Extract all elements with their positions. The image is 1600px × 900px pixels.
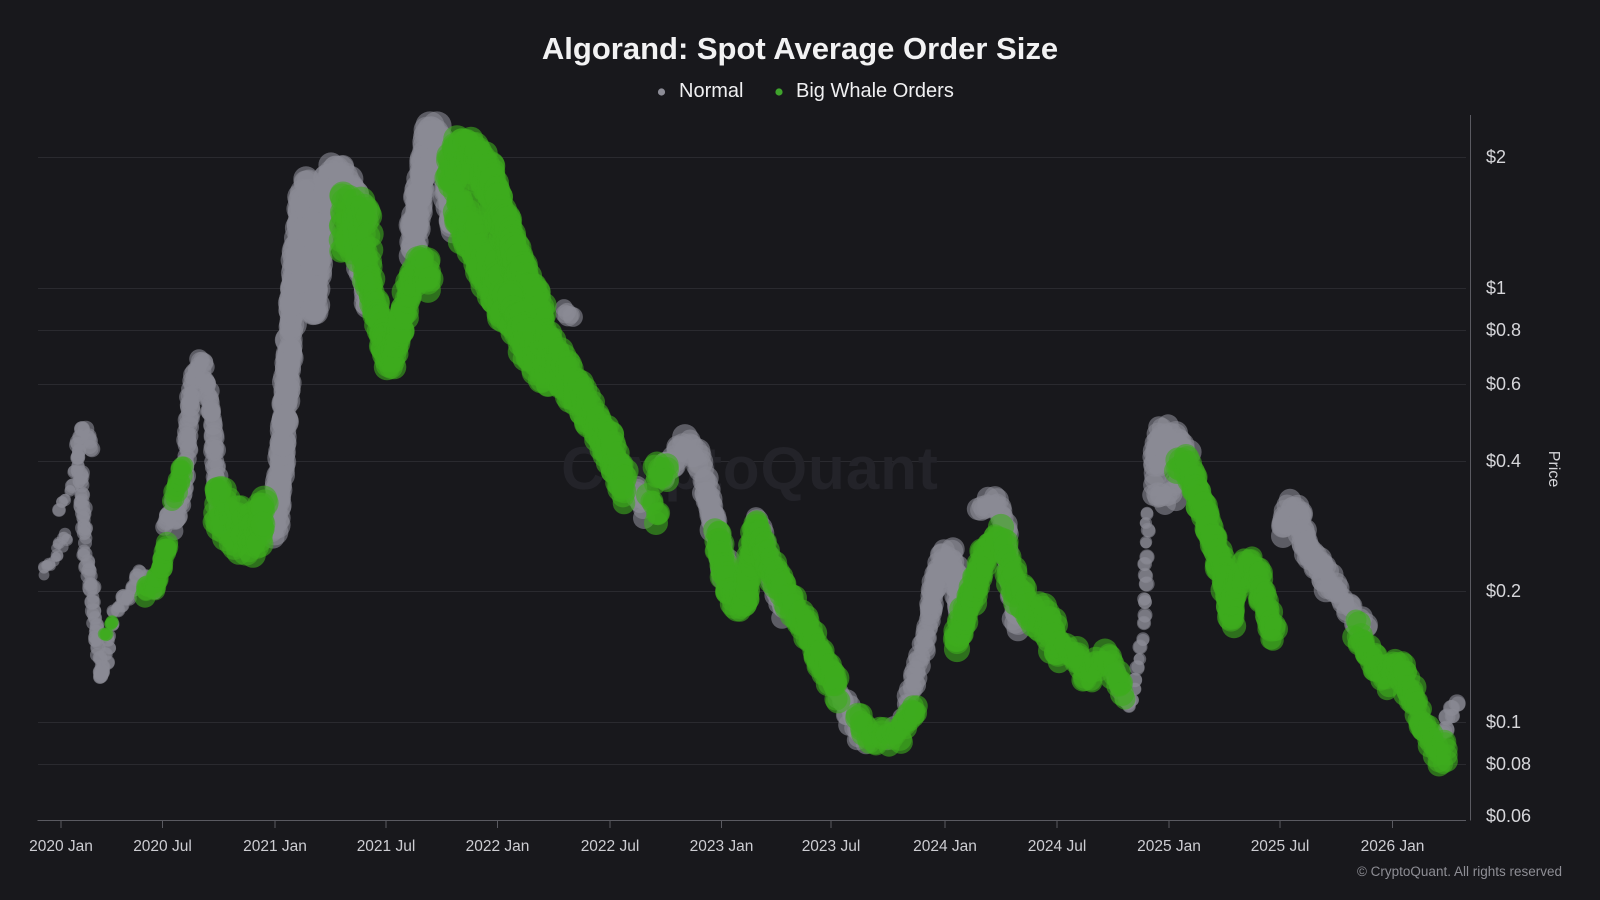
svg-text:2023 Jul: 2023 Jul [802, 838, 861, 855]
svg-text:Price: Price [1545, 451, 1562, 488]
svg-text:2022 Jul: 2022 Jul [581, 838, 640, 855]
svg-text:$0.1: $0.1 [1486, 712, 1521, 732]
svg-text:$0.06: $0.06 [1486, 806, 1531, 826]
svg-text:© CryptoQuant. All rights rese: © CryptoQuant. All rights reserved [1357, 864, 1562, 879]
svg-text:Normal: Normal [679, 80, 743, 102]
svg-text:2021 Jul: 2021 Jul [357, 838, 416, 855]
svg-text:2022 Jan: 2022 Jan [466, 838, 530, 855]
svg-text:$0.08: $0.08 [1486, 754, 1531, 774]
svg-text:2023 Jan: 2023 Jan [690, 838, 754, 855]
svg-text:Big Whale Orders: Big Whale Orders [796, 80, 954, 102]
svg-text:2025 Jan: 2025 Jan [1137, 838, 1201, 855]
svg-text:2024 Jul: 2024 Jul [1028, 838, 1087, 855]
svg-text:$0.6: $0.6 [1486, 374, 1521, 394]
svg-text:2020 Jan: 2020 Jan [29, 838, 93, 855]
svg-text:2025 Jul: 2025 Jul [1251, 838, 1310, 855]
svg-text:$0.4: $0.4 [1486, 451, 1521, 471]
svg-text:2024 Jan: 2024 Jan [913, 838, 977, 855]
svg-text:2021 Jan: 2021 Jan [243, 838, 307, 855]
svg-text:2026 Jan: 2026 Jan [1361, 838, 1425, 855]
svg-text:$0.2: $0.2 [1486, 581, 1521, 601]
svg-text:2020 Jul: 2020 Jul [133, 838, 192, 855]
svg-text:$2: $2 [1486, 147, 1506, 167]
svg-text:Algorand: Spot Average Order S: Algorand: Spot Average Order Size [542, 31, 1058, 66]
svg-text:$1: $1 [1486, 278, 1506, 298]
svg-text:$0.8: $0.8 [1486, 320, 1521, 340]
